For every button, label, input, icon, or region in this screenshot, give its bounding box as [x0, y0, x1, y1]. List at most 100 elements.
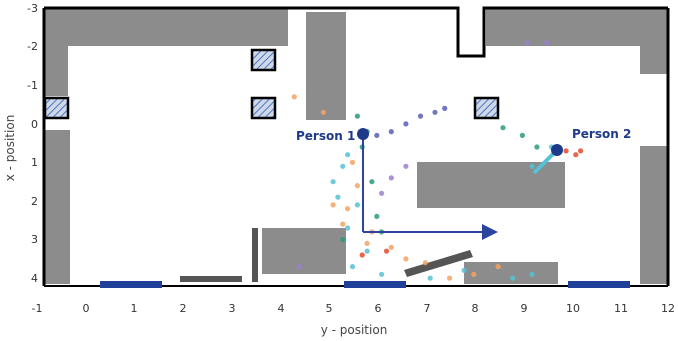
table-block — [262, 228, 346, 274]
trajectory-point — [345, 206, 351, 212]
slanted-bar — [404, 250, 473, 277]
trajectory-point — [500, 125, 506, 131]
y-tick-label: 3 — [31, 233, 38, 246]
x-tick-label: 12 — [661, 302, 675, 315]
trajectory-point — [563, 148, 569, 154]
bench-bar — [180, 276, 242, 282]
x-tick-label: 11 — [614, 302, 628, 315]
trajectory-point — [524, 40, 530, 46]
x-tick-label: 4 — [278, 302, 285, 315]
trajectory-point — [403, 121, 409, 127]
trajectory-point — [417, 113, 424, 119]
trajectory-point — [529, 271, 535, 277]
doors — [100, 281, 630, 288]
trajectory-point — [427, 275, 433, 281]
trajectory-point — [349, 264, 356, 270]
trajectory-point — [291, 94, 297, 100]
person-1-marker — [357, 128, 369, 140]
wall-block — [44, 130, 70, 284]
pillar-block — [306, 12, 346, 120]
trajectory-point — [447, 275, 453, 281]
door — [344, 281, 406, 288]
y-tick-label: 0 — [31, 118, 38, 131]
trajectory-point — [403, 163, 409, 169]
trajectory-point — [388, 175, 394, 181]
sensors — [43, 48, 500, 120]
trajectory-point — [495, 264, 501, 270]
trajectory-point — [374, 132, 380, 138]
x-tick-label: 9 — [521, 302, 528, 315]
sensor-icon — [43, 96, 70, 120]
trajectory-point — [374, 213, 380, 219]
trajectory-point — [340, 221, 346, 227]
x-tick-label: 8 — [472, 302, 479, 315]
trajectory-point — [330, 202, 336, 208]
trajectory-point — [422, 260, 428, 266]
trajectory-point — [383, 248, 390, 254]
obstacles — [44, 8, 668, 284]
trajectory-points — [291, 40, 584, 281]
trajectory-point — [510, 275, 516, 281]
y-tick-label: 2 — [31, 195, 38, 208]
trajectory-point — [359, 252, 365, 258]
table-block — [464, 262, 558, 284]
persons: Person 1 Person 2 — [296, 127, 631, 156]
trajectory-point — [529, 163, 535, 169]
person-2-label: Person 2 — [572, 127, 631, 141]
trajectory-point — [403, 256, 409, 262]
trajectory-point — [379, 190, 385, 196]
x-tick-label: 0 — [83, 302, 90, 315]
x-tick-label: -1 — [32, 302, 43, 315]
wall-block — [486, 8, 668, 46]
trajectory-point — [354, 202, 360, 208]
trajectory-point — [320, 109, 326, 115]
trajectory-point — [544, 40, 550, 46]
x-axis-label: y - position — [321, 323, 388, 337]
sensor-icon — [473, 96, 500, 120]
trajectory-point — [519, 132, 526, 138]
y-tick-label: -1 — [27, 79, 38, 92]
trajectory-point — [379, 271, 385, 277]
trajectory-point — [330, 179, 336, 185]
y-tick-label: 4 — [31, 272, 38, 285]
door — [568, 281, 630, 288]
x-tick-label: 7 — [424, 302, 431, 315]
trajectory-point — [461, 267, 467, 273]
person-1-label: Person 1 — [296, 129, 355, 143]
person-2-marker — [551, 144, 563, 156]
trajectory-point — [442, 105, 448, 111]
trajectory-point — [345, 152, 351, 158]
x-tick-label: 1 — [131, 302, 138, 315]
trajectory-point — [578, 148, 584, 154]
trajectory-point — [364, 240, 370, 246]
wall-block — [44, 8, 288, 46]
y-axis-label: x - position — [3, 115, 17, 182]
trajectory-point — [388, 129, 394, 135]
y-tick-label: -2 — [27, 40, 38, 53]
trajectory-point — [364, 248, 370, 254]
trajectory-point — [354, 113, 360, 119]
trajectory-point — [369, 179, 375, 185]
divider-bar — [252, 228, 258, 282]
trajectory-point — [534, 144, 540, 150]
plot-area — [44, 8, 668, 286]
sensor-icon — [250, 48, 277, 72]
x-tick-label: 2 — [180, 302, 187, 315]
trajectory-point — [349, 159, 356, 165]
top-wall — [44, 6, 668, 58]
trajectory-point — [296, 264, 302, 270]
wall-block — [640, 46, 668, 74]
trajectory-point — [340, 237, 346, 243]
trajectory-point — [345, 225, 351, 231]
x-axis-ticks: -1 0 1 2 3 4 5 6 7 8 9 10 11 12 — [32, 302, 675, 315]
x-tick-label: 3 — [229, 302, 236, 315]
x-tick-label: 10 — [566, 302, 580, 315]
x-tick-label: 6 — [375, 302, 382, 315]
trajectory-point — [573, 152, 579, 158]
x-tick-label: 5 — [326, 302, 333, 315]
trajectory-point — [340, 163, 346, 169]
trajectory-point — [354, 183, 360, 189]
wall-block — [44, 46, 68, 96]
table-block — [417, 162, 565, 208]
trajectory-point — [388, 244, 394, 250]
